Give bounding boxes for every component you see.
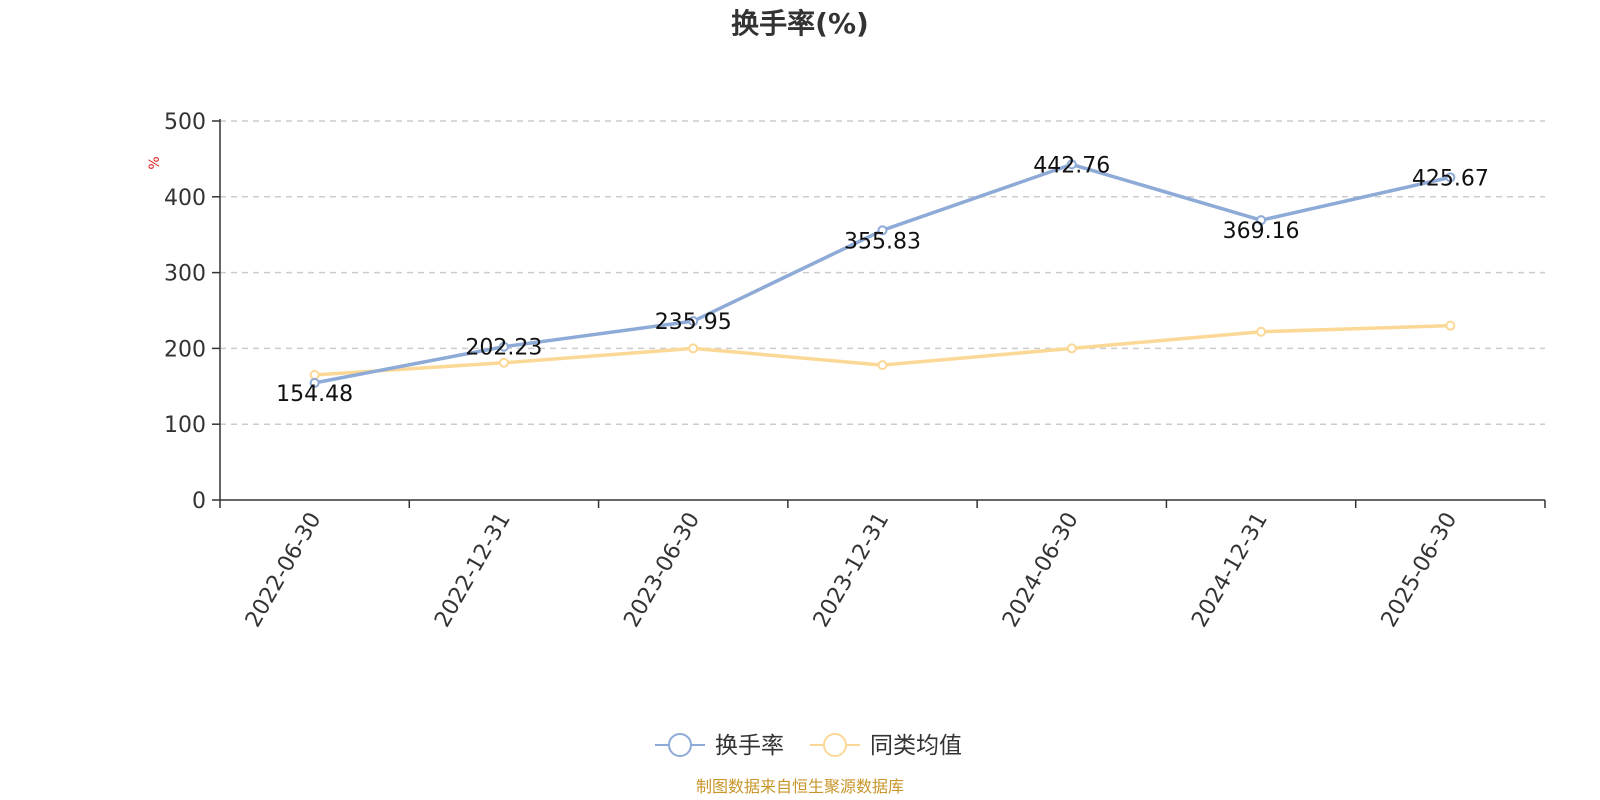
legend-marker	[823, 733, 847, 757]
y-tick-label: 400	[164, 186, 206, 211]
y-axis-unit-label: %	[147, 156, 163, 169]
series-point	[498, 357, 509, 368]
series-point	[498, 341, 509, 352]
legend-label: 同类均值	[870, 733, 962, 759]
data-label: 355.83	[844, 229, 921, 254]
y-tick-label: 0	[192, 489, 206, 514]
series-point	[688, 316, 699, 327]
legend-label: 换手率	[715, 733, 784, 759]
y-tick-label: 200	[164, 337, 206, 362]
series-point	[1256, 215, 1267, 226]
data-label: 369.16	[1223, 219, 1300, 244]
series-point	[1256, 326, 1267, 337]
data-label: 425.67	[1412, 166, 1489, 191]
series-point	[1066, 159, 1077, 170]
legend-item[interactable]: 换手率	[655, 733, 784, 759]
series-point	[1066, 343, 1077, 354]
legend-marker	[668, 733, 692, 757]
data-label: 442.76	[1033, 153, 1110, 178]
y-tick-label: 100	[164, 413, 206, 438]
y-tick-label: 500	[164, 110, 206, 135]
x-tick-label: 2025-06-30	[1377, 508, 1463, 631]
data-labels: 154.48 202.23 235.95 355.83 442.76 369.16 425.…	[276, 153, 1489, 407]
x-tick-label: 2023-06-30	[619, 508, 705, 631]
y-tick-label: 300	[164, 262, 206, 287]
gridlines	[220, 120, 1545, 425]
chart-title: 换手率(%)	[731, 7, 869, 40]
x-tick-label: 2024-06-30	[998, 508, 1084, 631]
series-point	[1445, 172, 1456, 183]
data-label: 202.23	[465, 336, 542, 361]
data-source-note: 制图数据来自恒生聚源数据库	[696, 777, 904, 796]
data-label: 235.95	[655, 310, 732, 335]
series-point	[309, 369, 320, 380]
x-tick-label: 2022-12-31	[430, 508, 516, 631]
legend[interactable]: 换手率 同类均值	[655, 733, 962, 759]
data-label: 154.48	[276, 382, 353, 407]
series-point	[877, 360, 888, 371]
series-point	[309, 377, 320, 388]
series-point	[1445, 320, 1456, 331]
series-lines	[309, 159, 1456, 388]
series-point	[877, 225, 888, 236]
x-tick-label: 2023-12-31	[809, 508, 895, 631]
x-tick-label: 2024-12-31	[1187, 508, 1273, 631]
legend-item[interactable]: 同类均值	[810, 733, 962, 759]
series-point	[688, 343, 699, 354]
x-tick-label: 2022-06-30	[241, 508, 327, 631]
